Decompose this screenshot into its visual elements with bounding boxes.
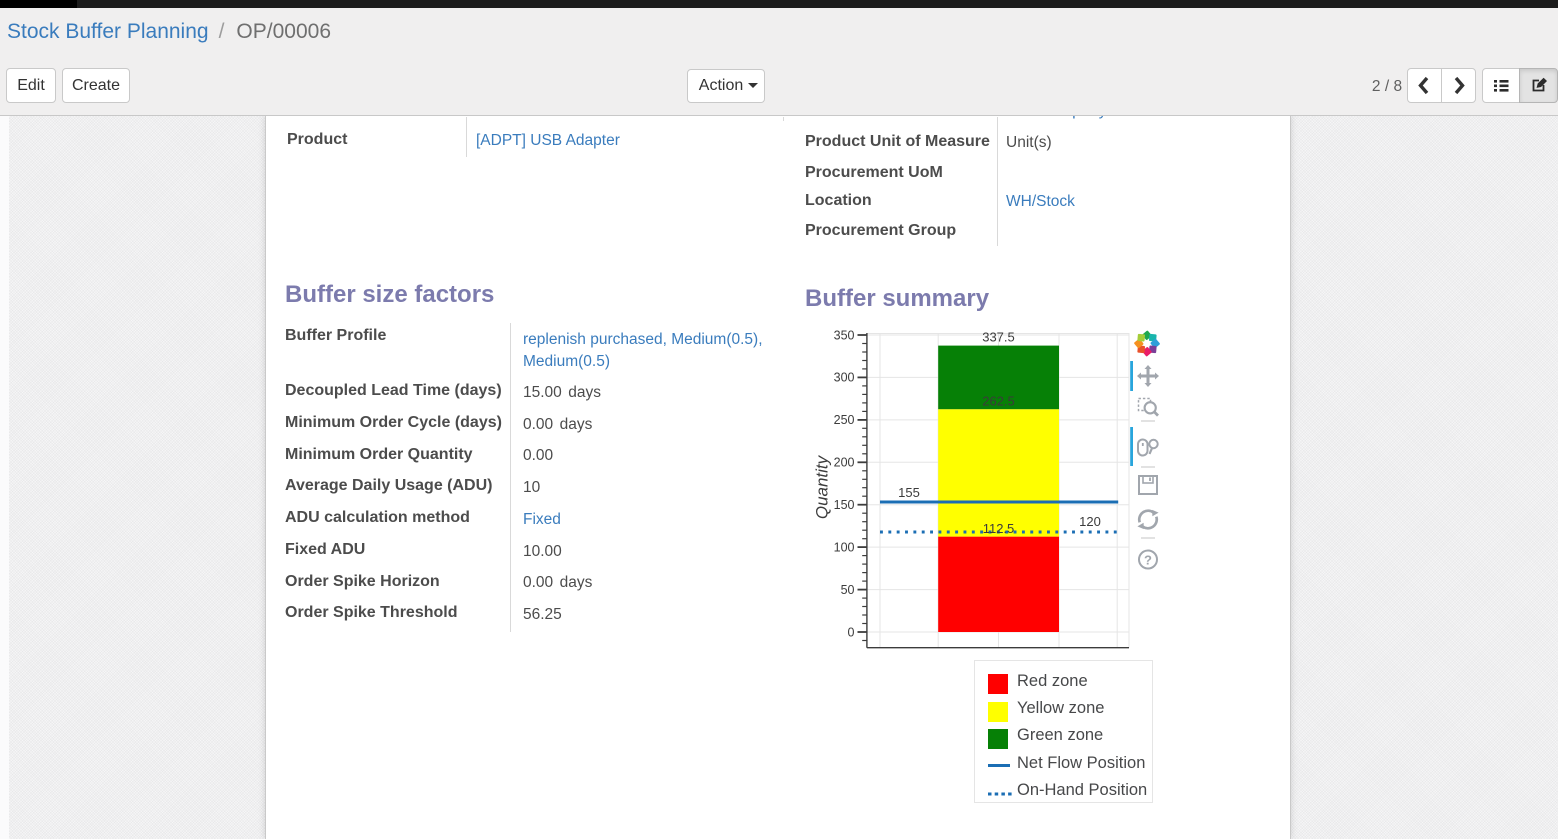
svg-text:337.5: 337.5 (982, 329, 1015, 344)
svg-text:300: 300 (834, 371, 855, 385)
svg-text:Quantity: Quantity (813, 454, 832, 519)
svg-text:100: 100 (834, 540, 855, 554)
svg-text:?: ? (1144, 552, 1152, 567)
svg-text:120: 120 (1079, 514, 1101, 529)
svg-text:150: 150 (834, 498, 855, 512)
svg-text:250: 250 (834, 413, 855, 427)
svg-text:262.5: 262.5 (982, 394, 1015, 409)
svg-text:200: 200 (834, 456, 855, 470)
svg-text:50: 50 (841, 583, 855, 597)
svg-text:112.5: 112.5 (983, 521, 1015, 536)
svg-text:155: 155 (898, 485, 920, 500)
svg-text:350: 350 (834, 328, 855, 342)
svg-text:0: 0 (848, 625, 855, 639)
